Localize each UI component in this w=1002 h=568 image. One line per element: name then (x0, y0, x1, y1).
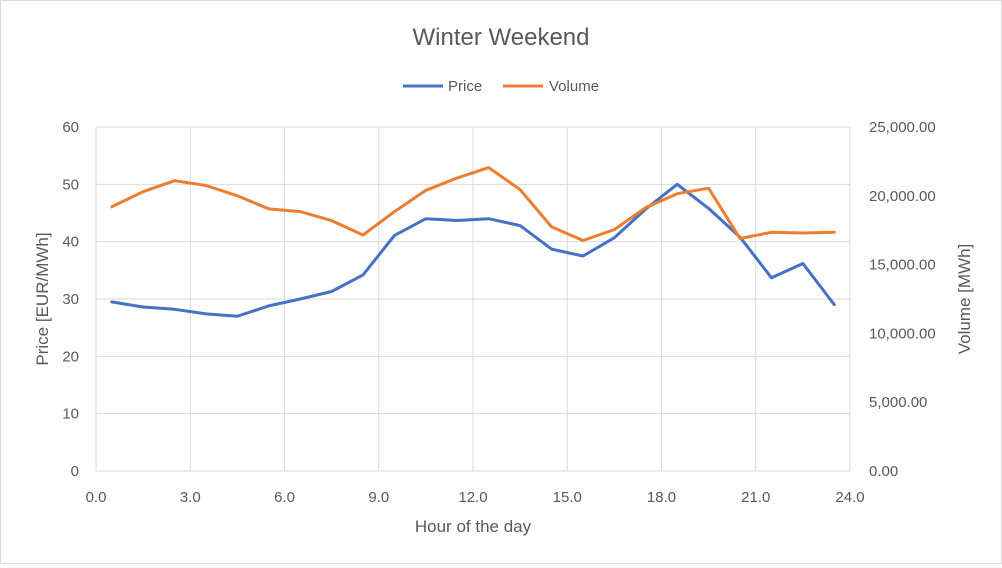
series-layer (110, 166, 836, 318)
y-axis-ticks: 0 10 20 30 40 50 60 (62, 119, 79, 480)
legend-label-volume: Volume (549, 78, 599, 95)
y-tick-label: 40 (62, 234, 79, 251)
x-axis-title: Hour of the day (415, 517, 532, 536)
x-tick-label: 9.0 (368, 489, 389, 506)
x-tick-label: 24.0 (835, 489, 864, 506)
y2-tick-label: 15,000.00 (869, 257, 936, 274)
x-axis-ticks: 0.0 3.0 6.0 9.0 12.0 15.0 18.0 21.0 24.0 (86, 489, 865, 506)
y2-axis-title: Volume [MWh] (955, 244, 974, 355)
gridlines (95, 126, 851, 472)
y2-tick-label: 20,000.00 (869, 188, 936, 205)
y-tick-label: 20 (62, 348, 79, 365)
y2-tick-label: 5,000.00 (869, 394, 927, 411)
y-axis-title: Price [EUR/MWh] (33, 232, 52, 365)
x-tick-label: 15.0 (553, 489, 582, 506)
series-line-volume (110, 166, 836, 242)
x-tick-label: 3.0 (180, 489, 201, 506)
y2-tick-label: 0.00 (869, 463, 898, 480)
y-tick-label: 60 (62, 119, 79, 136)
y-tick-label: 10 (62, 406, 79, 423)
y-tick-label: 50 (62, 176, 79, 193)
y2-tick-label: 10,000.00 (869, 325, 936, 342)
y2-axis-ticks: 0.00 5,000.00 10,000.00 15,000.00 20,000.00 2… (869, 119, 936, 480)
x-tick-label: 12.0 (458, 489, 487, 506)
y-tick-label: 30 (62, 291, 79, 308)
legend: Price Volume (403, 78, 599, 95)
x-tick-label: 21.0 (741, 489, 770, 506)
legend-label-price: Price (448, 78, 482, 95)
x-tick-label: 0.0 (86, 489, 107, 506)
series-line-price (110, 182, 836, 318)
x-tick-label: 18.0 (647, 489, 676, 506)
y-tick-label: 0 (71, 463, 79, 480)
x-tick-label: 6.0 (274, 489, 295, 506)
y2-tick-label: 25,000.00 (869, 119, 936, 136)
chart-title: Winter Weekend (413, 24, 590, 51)
